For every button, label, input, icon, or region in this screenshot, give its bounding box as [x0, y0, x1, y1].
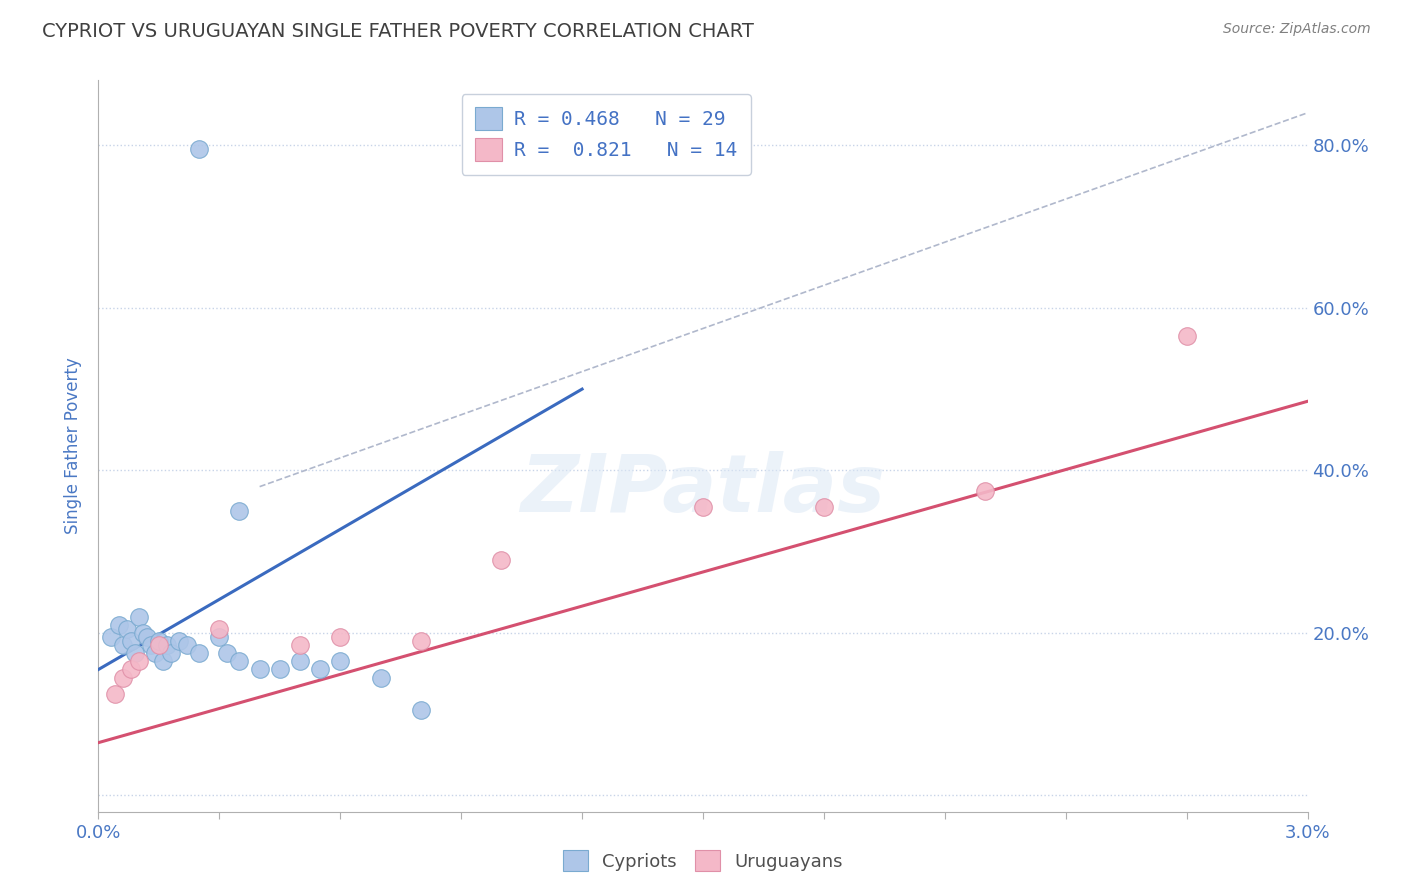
Point — [217, 646, 239, 660]
Point — [370, 671, 392, 685]
Point — [148, 634, 170, 648]
Point — [269, 663, 291, 677]
Point — [103, 687, 125, 701]
Point — [111, 638, 134, 652]
Point — [120, 663, 142, 677]
Point — [249, 663, 271, 677]
Point — [167, 634, 190, 648]
Point — [135, 630, 157, 644]
Point — [692, 500, 714, 514]
Point — [188, 646, 211, 660]
Text: Source: ZipAtlas.com: Source: ZipAtlas.com — [1223, 22, 1371, 37]
Point — [156, 638, 179, 652]
Point — [128, 609, 150, 624]
Point — [143, 646, 166, 660]
Point — [309, 663, 332, 677]
Text: ZIPatlas: ZIPatlas — [520, 450, 886, 529]
Point — [208, 630, 231, 644]
Point — [491, 553, 513, 567]
Point — [288, 638, 311, 652]
Point — [128, 654, 150, 668]
Point — [132, 626, 155, 640]
Point — [139, 638, 162, 652]
Point — [409, 703, 432, 717]
Point — [228, 654, 250, 668]
Point — [176, 638, 198, 652]
Y-axis label: Single Father Poverty: Single Father Poverty — [65, 358, 83, 534]
Point — [228, 504, 250, 518]
Point — [409, 634, 432, 648]
Point — [188, 142, 211, 156]
Point — [288, 654, 311, 668]
Point — [974, 483, 997, 498]
Point — [148, 638, 170, 652]
Point — [329, 654, 352, 668]
Point — [115, 622, 138, 636]
Point — [111, 671, 134, 685]
Point — [1175, 329, 1198, 343]
Point — [208, 622, 231, 636]
Point — [152, 654, 174, 668]
Point — [813, 500, 835, 514]
Point — [107, 617, 129, 632]
Point — [124, 646, 146, 660]
Point — [329, 630, 352, 644]
Point — [160, 646, 183, 660]
Point — [120, 634, 142, 648]
Point — [100, 630, 122, 644]
Text: CYPRIOT VS URUGUAYAN SINGLE FATHER POVERTY CORRELATION CHART: CYPRIOT VS URUGUAYAN SINGLE FATHER POVER… — [42, 22, 754, 41]
Legend: R = 0.468   N = 29, R =  0.821   N = 14: R = 0.468 N = 29, R = 0.821 N = 14 — [461, 94, 751, 175]
Legend: Cypriots, Uruguayans: Cypriots, Uruguayans — [555, 843, 851, 879]
